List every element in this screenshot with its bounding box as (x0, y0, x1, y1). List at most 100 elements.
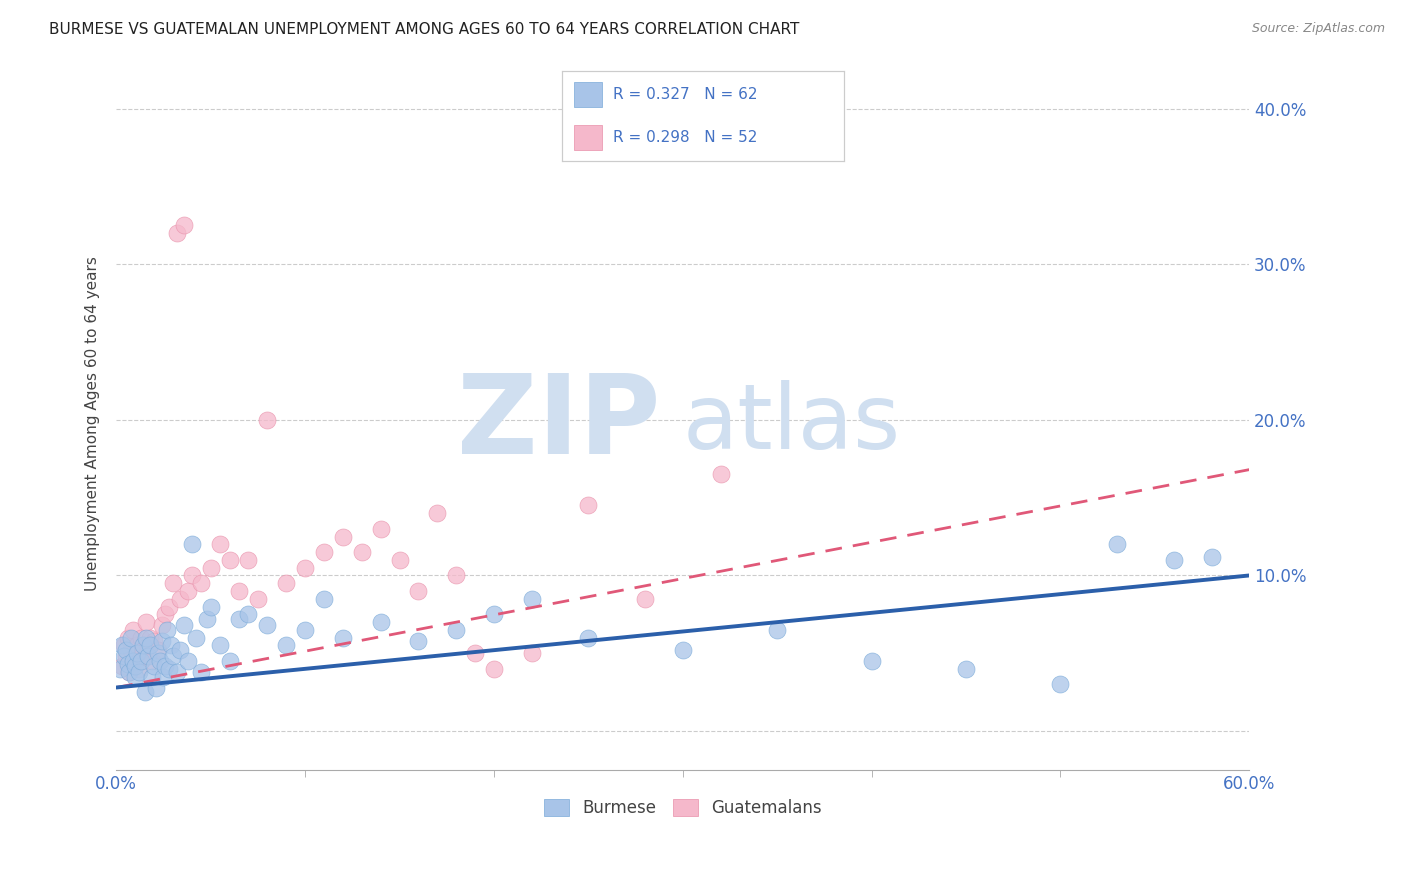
Point (276, 576, 298, 591)
Point (370, 522, 392, 536)
Point (464, 646, 486, 660)
Text: BURMESE VS GUATEMALAN UNEMPLOYMENT AMONG AGES 60 TO 64 YEARS CORRELATION CHART: BURMESE VS GUATEMALAN UNEMPLOYMENT AMONG… (49, 22, 800, 37)
Bar (574, 125, 602, 150)
Point (141, 654, 163, 668)
Point (120, 643, 142, 657)
Point (195, 612, 218, 626)
Point (111, 639, 134, 653)
Point (200, 560, 222, 574)
Point (111, 658, 134, 673)
Point (132, 643, 155, 657)
Point (169, 643, 191, 657)
Point (256, 618, 278, 632)
Point (294, 623, 316, 637)
Point (120, 631, 142, 645)
Point (129, 654, 152, 668)
Point (150, 618, 173, 632)
Point (218, 654, 240, 668)
Point (125, 639, 148, 653)
Point (482, 607, 505, 622)
Point (634, 591, 657, 606)
Point (200, 599, 222, 614)
Point (332, 631, 354, 645)
Point (1049, 677, 1071, 691)
Y-axis label: Unemployment Among Ages 60 to 64 years: Unemployment Among Ages 60 to 64 years (86, 256, 100, 591)
Point (1107, 537, 1129, 551)
Point (166, 226, 188, 240)
Point (157, 599, 180, 614)
Point (139, 639, 162, 653)
Point (149, 654, 172, 668)
Point (576, 631, 599, 645)
Text: R = 0.327   N = 62: R = 0.327 N = 62 (613, 87, 758, 102)
Point (143, 658, 166, 673)
Point (444, 568, 467, 582)
Point (350, 545, 373, 559)
Point (860, 654, 883, 668)
Bar (574, 82, 602, 107)
Point (139, 631, 162, 645)
Point (228, 612, 250, 626)
Point (444, 623, 467, 637)
Point (209, 537, 232, 551)
Point (124, 654, 146, 668)
Point (114, 643, 136, 657)
Point (190, 665, 212, 679)
Point (117, 631, 139, 645)
Point (138, 649, 160, 664)
Point (132, 639, 155, 653)
Point (709, 467, 731, 482)
Point (312, 545, 335, 559)
Point (332, 530, 354, 544)
Point (152, 670, 174, 684)
Point (128, 662, 150, 676)
Point (238, 607, 260, 622)
Point (177, 584, 200, 599)
Point (294, 560, 316, 574)
Point (108, 662, 131, 676)
Point (162, 576, 184, 591)
Point (276, 639, 298, 653)
Point (482, 662, 505, 676)
Point (238, 553, 260, 567)
Point (388, 553, 411, 567)
Point (1163, 553, 1185, 567)
Point (246, 591, 269, 606)
Point (122, 654, 145, 668)
Point (134, 685, 156, 699)
Point (122, 623, 145, 637)
Point (134, 649, 156, 664)
Point (177, 654, 200, 668)
Point (124, 670, 146, 684)
Point (155, 607, 177, 622)
Point (256, 413, 278, 427)
Point (766, 623, 789, 637)
Point (520, 591, 543, 606)
Point (125, 646, 148, 660)
Point (112, 649, 135, 664)
Point (112, 639, 135, 653)
Point (143, 633, 166, 648)
Point (138, 639, 160, 653)
Text: ZIP: ZIP (457, 370, 659, 477)
Point (672, 643, 695, 657)
Point (162, 649, 184, 664)
Point (146, 643, 169, 657)
Point (576, 499, 599, 513)
Point (141, 670, 163, 684)
Point (157, 662, 180, 676)
Point (114, 649, 136, 664)
Point (128, 665, 150, 679)
Point (180, 537, 202, 551)
Point (155, 658, 177, 673)
Text: R = 0.298   N = 52: R = 0.298 N = 52 (613, 130, 758, 145)
Point (129, 631, 152, 645)
Point (117, 657, 139, 672)
Point (180, 568, 202, 582)
Point (218, 553, 240, 567)
Point (135, 631, 157, 645)
Point (146, 646, 169, 660)
Point (426, 506, 449, 520)
Point (1201, 549, 1223, 564)
Text: atlas: atlas (683, 380, 901, 467)
